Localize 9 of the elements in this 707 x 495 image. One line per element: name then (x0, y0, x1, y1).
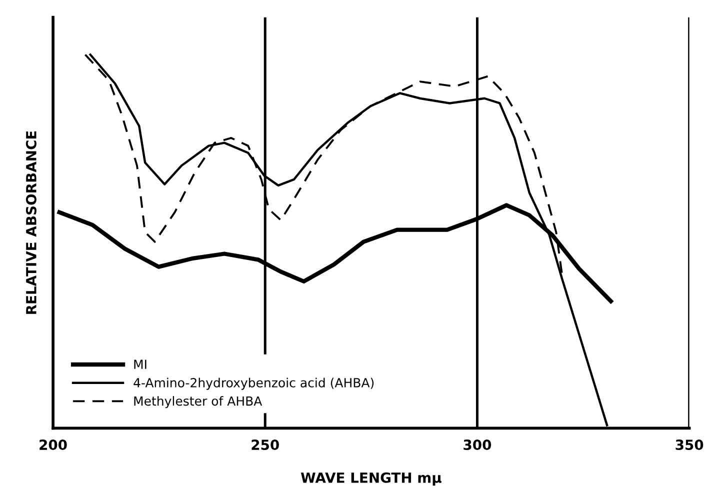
x-tick-label: 350 (676, 440, 704, 450)
legend-label: 4-Amino-2hydroxybenzoic acid (AHBA) (134, 378, 374, 390)
legend-label: MI (134, 360, 146, 369)
x-tick-label: 200 (40, 440, 67, 450)
x-tick-label: 250 (252, 440, 279, 450)
x-tick-label: 300 (464, 440, 492, 450)
y-axis-title: RELATIVE ABSORBANCE (26, 131, 36, 314)
x-axis-title: WAVE LENGTH mμ (300, 472, 442, 486)
legend-label: Methylester of AHBA (134, 396, 262, 408)
